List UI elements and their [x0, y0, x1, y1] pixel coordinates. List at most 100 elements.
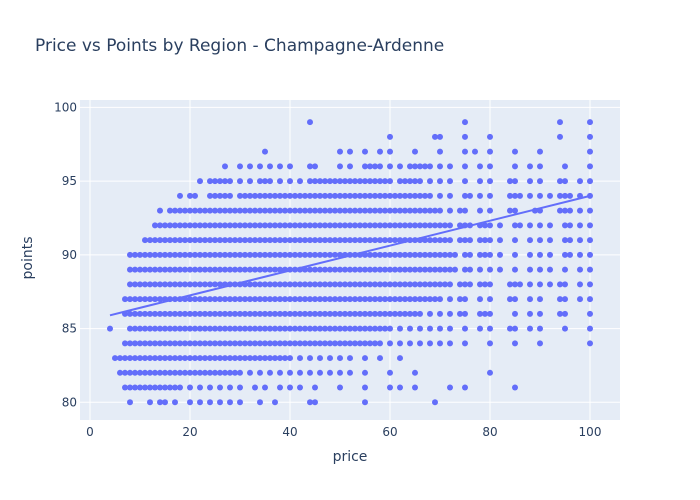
- data-point: [172, 266, 178, 273]
- data-point: [347, 310, 353, 317]
- data-point: [442, 251, 448, 258]
- data-point: [197, 251, 203, 258]
- data-point: [287, 178, 293, 185]
- data-point: [227, 222, 233, 229]
- data-point: [377, 222, 383, 229]
- data-point: [312, 192, 318, 199]
- data-point: [122, 340, 128, 347]
- data-point: [287, 222, 293, 229]
- data-point: [232, 251, 238, 258]
- data-point: [147, 384, 153, 391]
- data-point: [557, 281, 563, 288]
- data-point: [362, 163, 368, 170]
- data-point: [212, 281, 218, 288]
- data-point: [197, 281, 203, 288]
- data-point: [577, 222, 583, 229]
- data-point: [267, 192, 273, 199]
- data-point: [237, 163, 243, 170]
- data-point: [202, 369, 208, 376]
- data-point: [192, 340, 198, 347]
- data-point: [392, 207, 398, 214]
- data-point: [132, 281, 138, 288]
- data-point: [262, 266, 268, 273]
- data-point: [407, 192, 413, 199]
- data-point: [397, 266, 403, 273]
- data-point: [557, 310, 563, 317]
- data-point: [197, 207, 203, 214]
- data-point: [322, 222, 328, 229]
- data-point: [397, 192, 403, 199]
- data-point: [277, 178, 283, 185]
- data-point: [197, 325, 203, 332]
- data-point: [297, 296, 303, 303]
- data-point: [247, 281, 253, 288]
- data-point: [232, 355, 238, 362]
- data-point: [192, 369, 198, 376]
- data-point: [352, 340, 358, 347]
- data-point: [177, 369, 183, 376]
- data-point: [402, 296, 408, 303]
- data-point: [277, 163, 283, 170]
- data-point: [397, 237, 403, 244]
- data-point: [372, 340, 378, 347]
- data-point: [337, 369, 343, 376]
- data-point: [152, 281, 158, 288]
- data-point: [182, 355, 188, 362]
- data-point: [252, 340, 258, 347]
- data-point: [397, 310, 403, 317]
- data-point: [152, 355, 158, 362]
- data-point: [227, 325, 233, 332]
- data-point: [407, 251, 413, 258]
- data-point: [267, 237, 273, 244]
- data-point: [342, 222, 348, 229]
- data-point: [142, 281, 148, 288]
- data-point: [167, 237, 173, 244]
- x-tick-label: 100: [579, 425, 602, 439]
- data-point: [352, 178, 358, 185]
- data-point: [467, 251, 473, 258]
- data-point: [267, 340, 273, 347]
- data-point: [167, 325, 173, 332]
- data-point: [212, 340, 218, 347]
- data-point: [487, 251, 493, 258]
- data-point: [357, 266, 363, 273]
- data-point: [312, 237, 318, 244]
- data-point: [392, 251, 398, 258]
- data-point: [387, 296, 393, 303]
- data-point: [152, 384, 158, 391]
- data-point: [307, 251, 313, 258]
- data-point: [412, 266, 418, 273]
- data-point: [302, 222, 308, 229]
- data-point: [337, 296, 343, 303]
- x-tick-label: 0: [86, 425, 94, 439]
- data-point: [332, 296, 338, 303]
- data-point: [292, 251, 298, 258]
- data-point: [162, 237, 168, 244]
- data-point: [377, 192, 383, 199]
- data-point: [547, 237, 553, 244]
- data-point: [372, 207, 378, 214]
- data-point: [447, 384, 453, 391]
- data-point: [367, 281, 373, 288]
- data-point: [462, 119, 468, 126]
- data-point: [177, 251, 183, 258]
- data-point: [332, 340, 338, 347]
- data-point: [282, 207, 288, 214]
- data-point: [442, 222, 448, 229]
- data-point: [207, 192, 213, 199]
- data-point: [297, 251, 303, 258]
- data-point: [337, 281, 343, 288]
- data-point: [312, 163, 318, 170]
- data-point: [227, 192, 233, 199]
- data-point: [217, 251, 223, 258]
- data-point: [537, 251, 543, 258]
- data-point: [262, 237, 268, 244]
- data-point: [407, 207, 413, 214]
- data-point: [487, 310, 493, 317]
- data-point: [397, 355, 403, 362]
- data-point: [327, 251, 333, 258]
- data-point: [292, 192, 298, 199]
- data-point: [237, 207, 243, 214]
- data-point: [342, 266, 348, 273]
- data-point: [457, 296, 463, 303]
